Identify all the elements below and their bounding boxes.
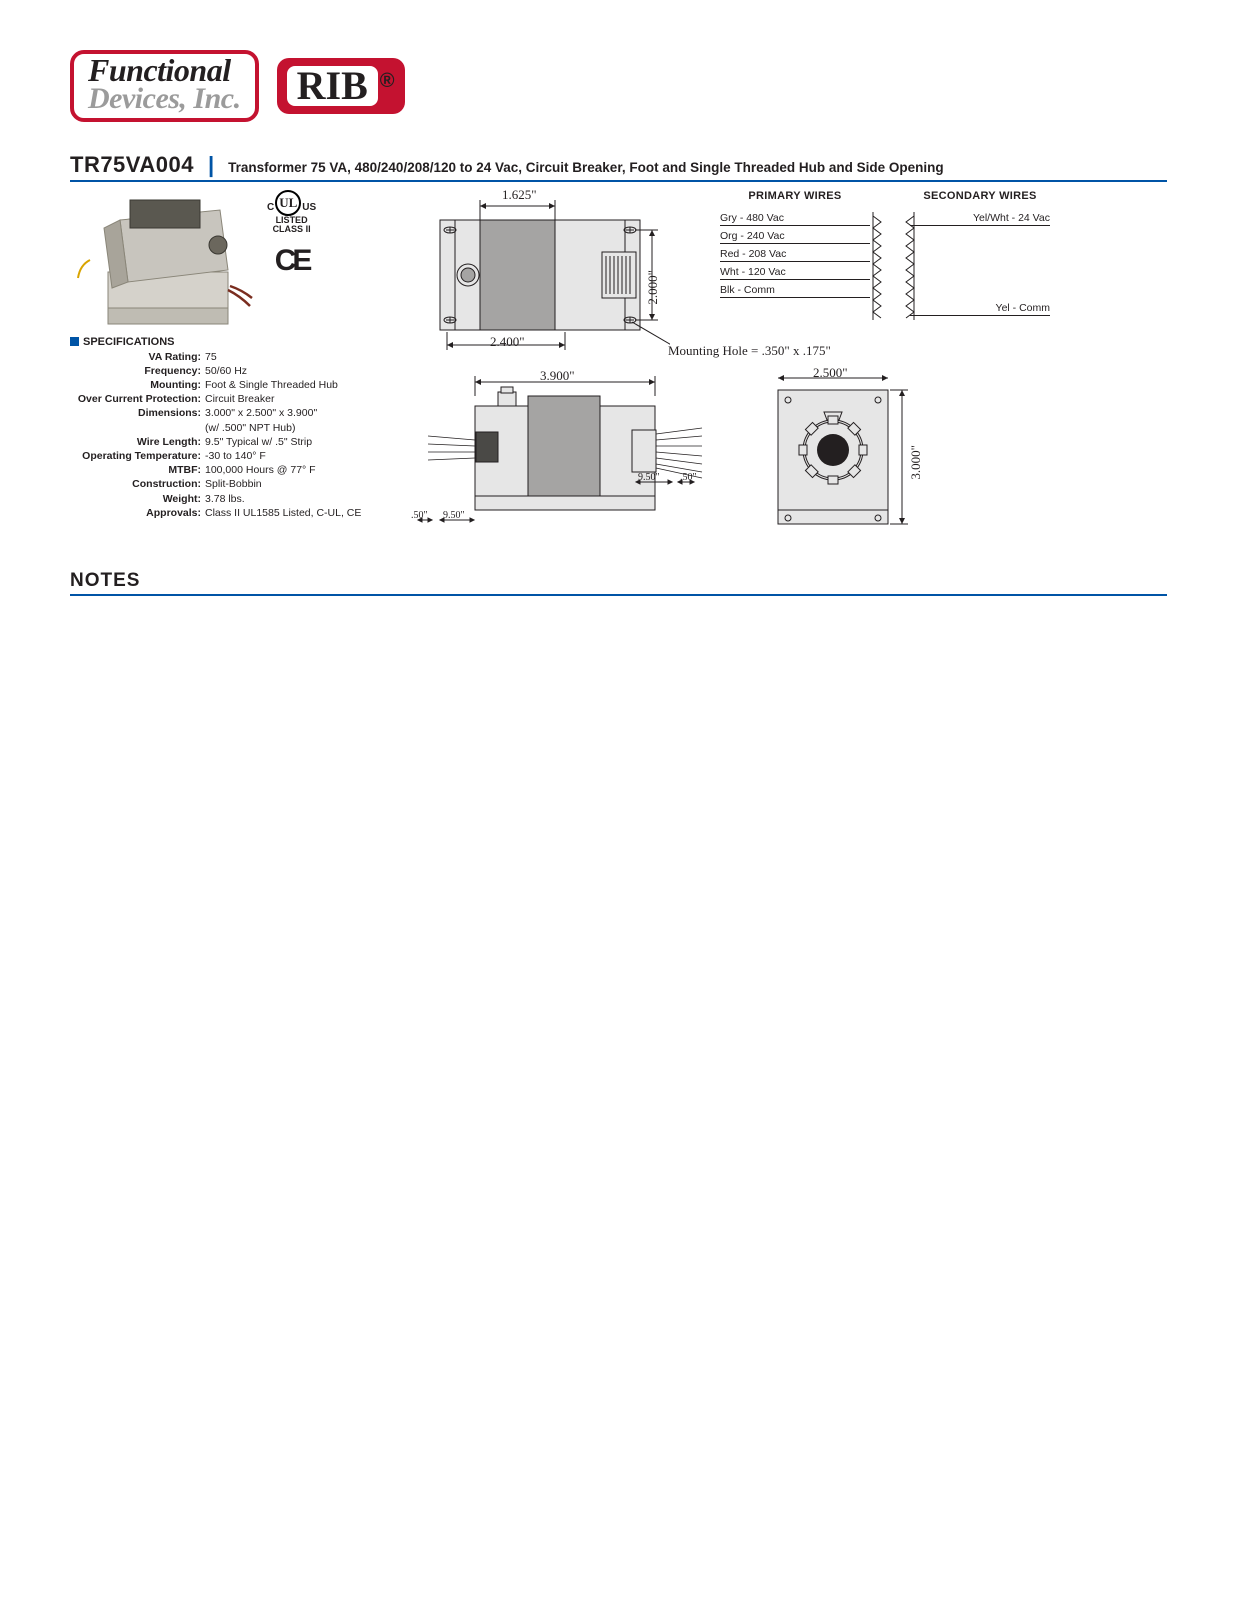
dim-1625: 1.625": [502, 187, 537, 203]
secondary-coil-icon: [902, 212, 916, 320]
dim-950-l: 9.50": [443, 510, 465, 521]
spec-row: Dimensions:3.000" x 2.500" x 3.900": [70, 406, 400, 420]
spec-label: VA Rating:: [70, 350, 205, 364]
fd-logo-bottom: Devices, Inc.: [88, 85, 241, 112]
top-view-drawing: [420, 190, 670, 360]
spec-value: Circuit Breaker: [205, 392, 400, 406]
ul-us: US: [302, 203, 316, 214]
dim-3900: 3.900": [540, 368, 575, 384]
dim-3000: 3.000": [908, 445, 924, 480]
spec-row: Mounting:Foot & Single Threaded Hub: [70, 378, 400, 392]
spec-value: (w/ .500" NPT Hub): [205, 421, 400, 435]
title-separator: |: [208, 152, 214, 178]
ul-c: C: [267, 203, 274, 214]
spec-label: MTBF:: [70, 463, 205, 477]
secondary-wire-bottom: Yel - Comm: [910, 298, 1050, 316]
spec-row: Weight:3.78 lbs.: [70, 492, 400, 506]
right-column: 1.625" 2.000" 2.400" Mounting Hole = .35…: [420, 190, 1167, 530]
spec-bullet-icon: [70, 337, 79, 346]
mounting-hole-note: Mounting Hole = .350" x .175": [668, 343, 831, 359]
title-bar: TR75VA004 | Transformer 75 VA, 480/240/2…: [70, 152, 1167, 182]
spec-value: Class II UL1585 Listed, C-UL, CE: [205, 506, 400, 520]
rib-logo: RIB ®: [277, 58, 405, 114]
logo-row: Functional Devices, Inc. RIB ®: [70, 50, 1167, 122]
spec-value: Split-Bobbin: [205, 477, 400, 491]
spec-value: -30 to 140° F: [205, 449, 400, 463]
secondary-wire-top: Yel/Wht - 24 Vac: [910, 208, 1050, 226]
dim-950-r: 9.50": [638, 472, 660, 483]
fd-logo-top: Functional: [88, 56, 241, 85]
spec-label: Dimensions:: [70, 406, 205, 420]
spec-row: Operating Temperature:-30 to 140° F: [70, 449, 400, 463]
product-photo-row: C UL US LISTED CLASS II CE: [70, 190, 400, 330]
dim-50-l: .50": [411, 510, 428, 521]
spec-row: Approvals:Class II UL1585 Listed, C-UL, …: [70, 506, 400, 520]
spec-label: Weight:: [70, 492, 205, 506]
spec-value: Foot & Single Threaded Hub: [205, 378, 400, 392]
specifications-table: VA Rating:75Frequency:50/60 HzMounting:F…: [70, 350, 400, 520]
primary-coil-icon: [872, 212, 886, 320]
spec-value: 9.5" Typical w/ .5" Strip: [205, 435, 400, 449]
technical-drawings: 1.625" 2.000" 2.400" Mounting Hole = .35…: [420, 190, 1167, 530]
spec-label: Over Current Protection:: [70, 392, 205, 406]
ul-mark: C UL US: [267, 190, 316, 216]
notes-heading: NOTES: [70, 570, 1167, 596]
dim-50-r: .50": [680, 472, 697, 483]
spec-value: 50/60 Hz: [205, 364, 400, 378]
part-number: TR75VA004: [70, 152, 194, 178]
spec-label: Operating Temperature:: [70, 449, 205, 463]
spec-value: 75: [205, 350, 400, 364]
side-view-drawing: [410, 370, 710, 530]
specifications-heading-row: SPECIFICATIONS: [70, 336, 400, 348]
spec-label: Approvals:: [70, 506, 205, 520]
primary-wire-item: Gry - 480 Vac: [720, 208, 870, 226]
spec-row: (w/ .500" NPT Hub): [70, 421, 400, 435]
ce-mark: CE: [267, 245, 316, 277]
primary-wires-block: PRIMARY WIRES Gry - 480 VacOrg - 240 Vac…: [720, 190, 870, 298]
spec-label: Wire Length:: [70, 435, 205, 449]
spec-row: Construction:Split-Bobbin: [70, 477, 400, 491]
spec-row: MTBF:100,000 Hours @ 77° F: [70, 463, 400, 477]
dim-2000: 2.000": [645, 270, 661, 305]
dim-2400: 2.400": [490, 334, 525, 350]
dim-2500: 2.500": [813, 365, 848, 381]
left-column: C UL US LISTED CLASS II CE SPECIFICATION…: [70, 190, 400, 530]
spec-row: Frequency:50/60 Hz: [70, 364, 400, 378]
secondary-wires-block: SECONDARY WIRES Yel/Wht - 24 Vac Yel - C…: [910, 190, 1050, 316]
spec-value: 100,000 Hours @ 77° F: [205, 463, 400, 477]
rib-logo-text: RIB: [287, 66, 378, 106]
spec-row: Wire Length:9.5" Typical w/ .5" Strip: [70, 435, 400, 449]
ul-circle: UL: [275, 190, 301, 216]
primary-wire-item: Org - 240 Vac: [720, 226, 870, 244]
spec-row: Over Current Protection:Circuit Breaker: [70, 392, 400, 406]
primary-wire-item: Red - 208 Vac: [720, 244, 870, 262]
primary-wire-item: Blk - Comm: [720, 280, 870, 298]
title-description: Transformer 75 VA, 480/240/208/120 to 24…: [228, 160, 944, 175]
spec-value: 3.000" x 2.500" x 3.900": [205, 406, 400, 420]
spec-label: [70, 421, 205, 435]
ul-class: CLASS II: [267, 225, 316, 234]
main-content: C UL US LISTED CLASS II CE SPECIFICATION…: [70, 190, 1167, 530]
spec-row: VA Rating:75: [70, 350, 400, 364]
primary-wire-item: Wht - 120 Vac: [720, 262, 870, 280]
secondary-wires-heading: SECONDARY WIRES: [910, 190, 1050, 202]
spec-label: Frequency:: [70, 364, 205, 378]
primary-wires-heading: PRIMARY WIRES: [720, 190, 870, 202]
certifications: C UL US LISTED CLASS II CE: [267, 190, 316, 276]
spec-label: Construction:: [70, 477, 205, 491]
specifications-heading: SPECIFICATIONS: [83, 336, 174, 348]
spec-label: Mounting:: [70, 378, 205, 392]
spec-value: 3.78 lbs.: [205, 492, 400, 506]
functional-devices-logo: Functional Devices, Inc.: [70, 50, 259, 122]
rib-reg-mark: ®: [380, 70, 395, 93]
product-photo: [70, 190, 255, 330]
